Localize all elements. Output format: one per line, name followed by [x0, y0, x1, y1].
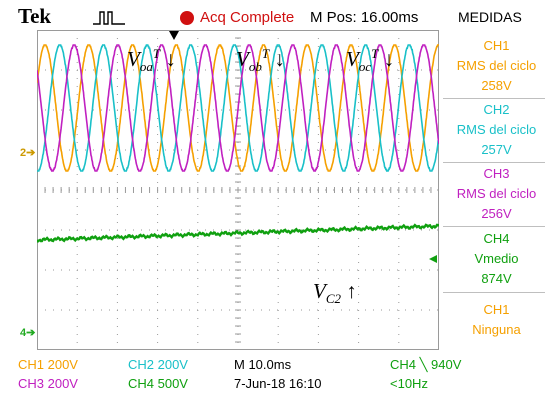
divider: [443, 98, 545, 99]
brand-logo: Tek: [18, 4, 52, 28]
label-vc2: VC2 ↑: [313, 279, 357, 307]
ch3-scale: CH3 200V: [18, 376, 78, 391]
trigger-position-icon: [169, 31, 179, 40]
waveform-traces: [37, 44, 439, 244]
measurement-type: RMS del ciclo: [456, 58, 537, 73]
label-voc: VocT ↓: [346, 46, 395, 75]
acq-status-icon: [180, 11, 194, 25]
measurement-type: Ninguna: [472, 322, 521, 337]
measurement-channel: CH3: [483, 166, 510, 181]
trigger-pulse-icon: [93, 11, 125, 25]
ch1-waveform: [37, 44, 439, 172]
divider: [443, 226, 545, 227]
label-vob: VobT ↓: [236, 46, 285, 75]
measurement-value: 258V: [481, 78, 512, 93]
measurement-type: RMS del ciclo: [456, 122, 537, 137]
measurement-ch1-none[interactable]: CH1 Ninguna: [443, 300, 550, 340]
menu-title: MEDIDAS: [458, 9, 522, 25]
measurement-channel: CH4: [483, 231, 510, 246]
measurement-type: RMS del ciclo: [456, 186, 537, 201]
measurement-value: 874V: [481, 271, 512, 286]
measurement-channel: CH1: [483, 38, 510, 53]
measurement-ch2-rms[interactable]: CH2 RMS del ciclo 257V: [443, 100, 550, 160]
waveform-display: [37, 30, 439, 350]
trigger-readout: CH4 ╲ 940V: [390, 357, 462, 372]
measurement-channel: CH2: [483, 102, 510, 117]
trigger-level-icon: [429, 255, 437, 263]
graticule: [37, 30, 439, 350]
ch2-waveform: [37, 44, 439, 172]
date-time: 7-Jun-18 16:10: [234, 376, 322, 391]
ch4-scale: CH4 500V: [128, 376, 188, 391]
measurement-ch3-rms[interactable]: CH3 RMS del ciclo 256V: [443, 164, 550, 224]
ch2-scale: CH2 200V: [128, 357, 188, 372]
measurement-value: 256V: [481, 206, 512, 221]
frequency-readout: <10Hz: [390, 376, 428, 391]
label-voa: VoaT ↓: [127, 46, 176, 75]
acq-status: Acq Complete: [200, 9, 295, 26]
ch1-scale: CH1 200V: [18, 357, 78, 372]
timebase: M 10.0ms: [234, 357, 292, 372]
measurement-ch4-mean[interactable]: CH4 Vmedio 874V: [443, 229, 550, 289]
ch4-waveform: [37, 223, 439, 244]
measurement-type: Vmedio: [474, 251, 519, 266]
measurement-channel: CH1: [483, 302, 510, 317]
divider: [443, 292, 545, 293]
horizontal-position: M Pos: 16.00ms: [310, 9, 419, 26]
divider: [443, 162, 545, 163]
status-bar: Tek Acq Complete M Pos: 16.00ms MEDIDAS: [0, 0, 550, 30]
measurement-value: 257V: [481, 142, 512, 157]
ch2-ground-marker: 2➔: [20, 147, 36, 159]
measurement-ch1-rms[interactable]: CH1 RMS del ciclo 258V: [443, 36, 550, 96]
ch4-ground-marker: 4➔: [20, 327, 36, 339]
ch3-waveform: [37, 44, 439, 172]
